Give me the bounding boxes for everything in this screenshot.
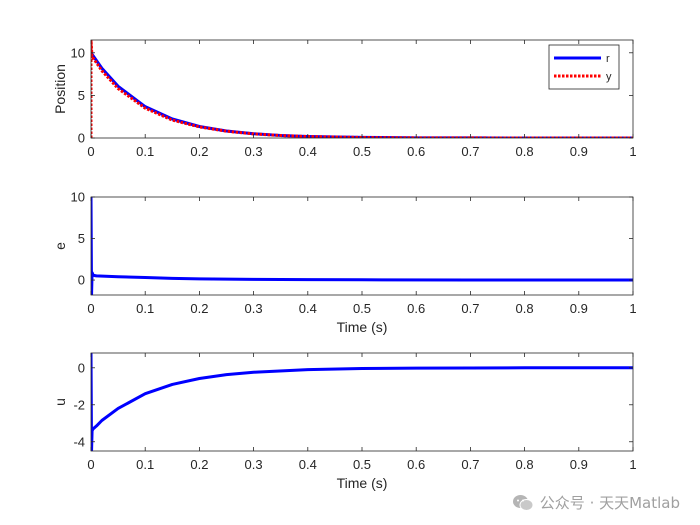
control-plot-xtick-label: 0.1 [136, 457, 154, 472]
legend-label-r: r [606, 53, 610, 65]
control-plot-xtick-label: 0.9 [570, 457, 588, 472]
control-plot: 0 0.1 0.2 0.3 0.4 0.5 0.6 0.7 0.8 0.9 1 -4 -2 0 Time (… [52, 352, 637, 491]
control-plot-xlabel: Time (s) [337, 475, 388, 491]
control-plot-xtick-label: 1 [629, 457, 636, 472]
error-plot-series-0-line [91, 197, 633, 295]
error-plot-xtick-label: 0.1 [136, 301, 154, 316]
error-plot-xtick-label: 0.8 [516, 301, 534, 316]
position-plot-xtick-label: 0.6 [407, 144, 425, 159]
control-plot-ytick-label: -4 [73, 434, 85, 449]
control-plot-ytick-label: -2 [73, 397, 85, 412]
error-plot-xtick-label: 0.4 [299, 301, 317, 316]
error-plot-xtick-label: 0.6 [407, 301, 425, 316]
position-plot-xtick-label: 0.1 [136, 144, 154, 159]
position-plot-xtick-label: 0.3 [245, 144, 263, 159]
error-plot-ytick-label: 10 [71, 190, 85, 205]
control-plot-xtick-label: 0.4 [299, 457, 317, 472]
error-plot-xtick-label: 0.9 [570, 301, 588, 316]
error-plot-ytick-label: 5 [78, 231, 85, 246]
control-plot-xtick-label: 0.7 [461, 457, 479, 472]
control-plot-xtick-label: 0 [87, 457, 94, 472]
position-plot-ytick-label: 10 [71, 45, 85, 60]
error-plot-ytick-label: 0 [78, 273, 85, 288]
error-plot-xtick-label: 0.5 [353, 301, 371, 316]
position-plot-legend: ry [548, 44, 620, 90]
legend-label-y: y [606, 71, 612, 83]
control-plot-xtick-label: 0.3 [245, 457, 263, 472]
position-plot-xtick-label: 1 [629, 144, 636, 159]
error-plot-xlabel: Time (s) [337, 319, 388, 335]
error-plot-xtick-label: 0.2 [190, 301, 208, 316]
error-plot-xtick-label: 0.3 [245, 301, 263, 316]
control-plot-xtick-label: 0.8 [516, 457, 534, 472]
control-plot-xtick-label: 0.5 [353, 457, 371, 472]
position-plot-xtick-label: 0.8 [516, 144, 534, 159]
position-plot-xtick-label: 0.7 [461, 144, 479, 159]
watermark: 公众号 · 天天Matlab [512, 492, 680, 513]
position-plot-ytick-label: 0 [78, 131, 85, 146]
wechat-icon [512, 494, 534, 511]
position-plot-xtick-label: 0 [87, 144, 94, 159]
position-plot-xtick-label: 0.2 [190, 144, 208, 159]
position-plot-xtick-label: 0.4 [299, 144, 317, 159]
position-plot: 0 0.1 0.2 0.3 0.4 0.5 0.6 0.7 0.8 0.9 10510Positio… [52, 39, 637, 159]
error-plot-xtick-label: 1 [629, 301, 636, 316]
position-plot-ytick-label: 5 [78, 88, 85, 103]
watermark-text: 公众号 · 天天Matlab [539, 494, 680, 512]
error-plot-xtick-label: 0.7 [461, 301, 479, 316]
control-plot-series-0-line [91, 353, 633, 451]
control-plot-xtick-label: 0.6 [407, 457, 425, 472]
position-plot-xtick-label: 0.5 [353, 144, 371, 159]
position-plot-xtick-label: 0.9 [570, 144, 588, 159]
position-plot-legend-box [548, 44, 620, 90]
error-plot-xtick-label: 0 [87, 301, 94, 316]
control-plot-ylabel: u [52, 398, 68, 406]
error-plot-ylabel: e [52, 242, 68, 250]
position-plot-series-y-line [91, 40, 633, 138]
control-plot-xtick-label: 0.2 [190, 457, 208, 472]
position-plot-ylabel: Position [52, 64, 68, 114]
control-plot-ytick-label: 0 [78, 360, 85, 375]
